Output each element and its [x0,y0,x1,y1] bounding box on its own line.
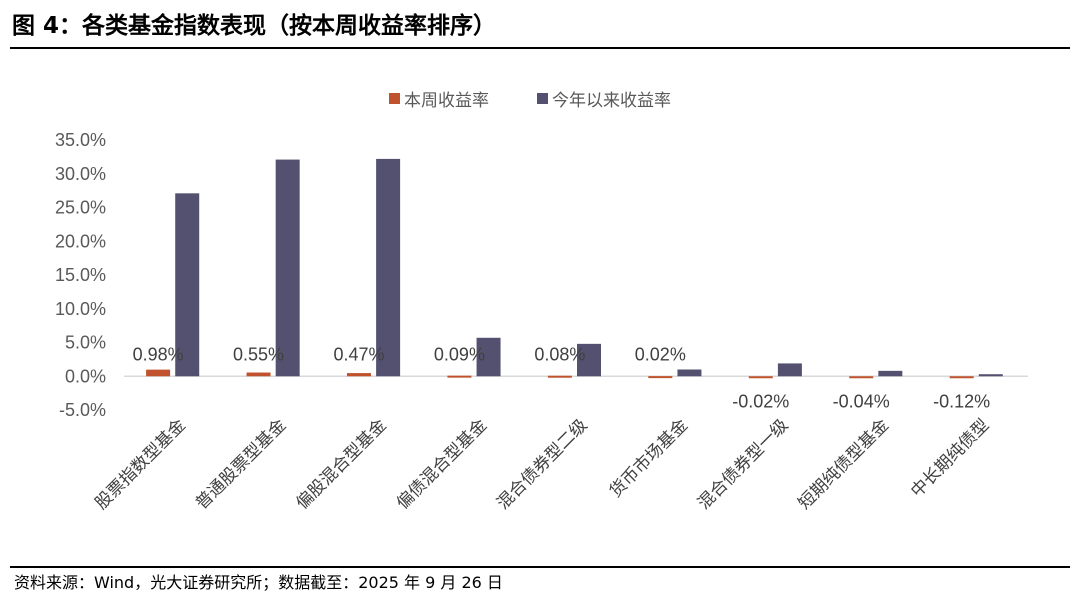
legend-swatch-ytd [537,93,548,104]
bar-weekly [748,376,773,379]
x-category-label: 普通股票型基金 [192,415,290,513]
data-label-weekly: 0.08% [534,344,585,364]
legend-label-weekly: 本周收益率 [404,91,489,111]
bar-ytd [275,159,300,377]
bar-weekly [949,376,974,379]
data-label-weekly: -0.02% [732,391,789,411]
x-category-label: 股票指数型基金 [92,415,190,513]
data-label-weekly: -0.12% [933,391,990,411]
bar-weekly [246,372,271,377]
y-tick-label: 35.0% [55,130,106,150]
legend-swatch-weekly [389,93,400,104]
bar-weekly [547,375,572,378]
bar-ytd [577,343,602,377]
y-tick-label: 30.0% [55,164,106,184]
bar-ytd [878,370,903,377]
x-category-label: 偏股混合型基金 [292,415,390,513]
data-label-weekly: -0.04% [833,391,890,411]
data-label-weekly: 0.55% [233,344,284,364]
x-category-label: 中长期纯债型 [907,415,993,501]
data-label-weekly: 0.47% [333,344,384,364]
x-category-label: 货币市场基金 [606,415,692,501]
bar-weekly [146,369,171,377]
figure-title: 图 4：各类基金指数表现（按本周收益率排序） [12,13,497,39]
y-tick-label: 20.0% [55,231,106,251]
title-divider [10,47,1070,49]
source-note: 资料来源：Wind，光大证券研究所；数据截至：2025 年 9 月 26 日 [14,573,503,592]
bar-weekly [648,376,673,379]
y-tick-label: -5.0% [59,400,106,420]
x-category-label: 偏债混合型基金 [393,415,491,513]
y-tick-label: 10.0% [55,299,106,319]
bar-weekly [447,375,472,378]
y-tick-label: 5.0% [65,333,106,353]
x-category-label: 混合债券型一级 [694,415,792,513]
x-category-label: 混合债券型二级 [493,415,591,513]
source-divider [10,566,1070,568]
bar-ytd [677,369,702,377]
bar-ytd [376,158,401,377]
y-tick-label: 0.0% [65,366,106,386]
bar-weekly [849,376,874,379]
bar-ytd [978,374,1003,377]
y-tick-label: 15.0% [55,265,106,285]
data-label-weekly: 0.98% [133,344,184,364]
bar-ytd [476,337,501,377]
data-label-weekly: 0.02% [635,344,686,364]
bar-weekly [346,373,371,377]
bar-ytd [777,363,802,377]
legend-label-ytd: 今年以来收益率 [552,91,671,111]
y-tick-label: 25.0% [55,198,106,218]
x-category-label: 短期纯债型基金 [795,415,893,513]
data-label-weekly: 0.09% [434,344,485,364]
bar-ytd [175,193,200,377]
bar-chart: 本周收益率 今年以来收益率 35.0% 30.0% 25.0% 20.0% 15.0% 10.… [55,91,1028,514]
